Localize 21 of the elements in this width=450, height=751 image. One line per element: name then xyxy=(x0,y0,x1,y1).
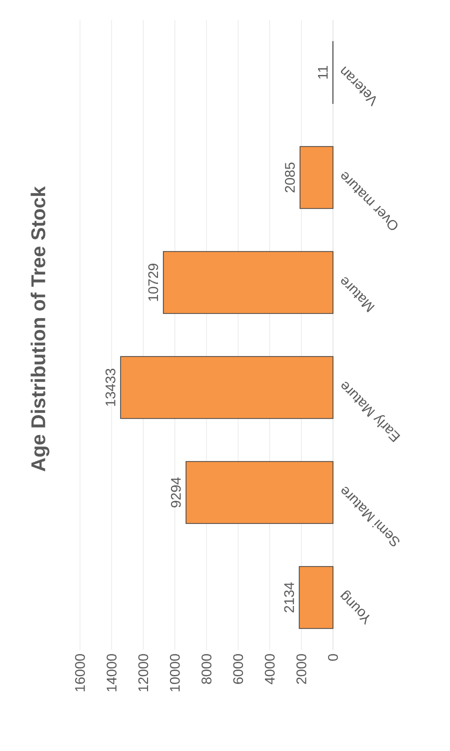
x-tick-label: 12000 xyxy=(138,654,148,692)
bar xyxy=(186,461,334,524)
x-tick-label: 6000 xyxy=(233,654,244,684)
text: Age Distribution of Tree Stock xyxy=(30,186,50,472)
data-label: 11 xyxy=(318,66,328,79)
x-tick-label: 14000 xyxy=(106,654,117,692)
x-tick-label: 8000 xyxy=(202,654,212,684)
data-label: 10729 xyxy=(148,264,158,301)
data-label: 2085 xyxy=(284,162,295,192)
x-tick-label: 16000 xyxy=(75,654,85,692)
x-tick-label: 10000 xyxy=(170,654,180,692)
bar xyxy=(162,251,334,314)
bar xyxy=(120,356,334,419)
bar xyxy=(298,566,334,629)
data-label: 9294 xyxy=(170,477,181,508)
x-tick-label: 0 xyxy=(328,654,338,661)
bar xyxy=(300,146,334,209)
x-tick-label: 4000 xyxy=(264,654,275,684)
data-label: 2134 xyxy=(284,582,294,612)
data-label: 13433 xyxy=(106,368,116,406)
x-tick-label: 2000 xyxy=(296,654,306,684)
